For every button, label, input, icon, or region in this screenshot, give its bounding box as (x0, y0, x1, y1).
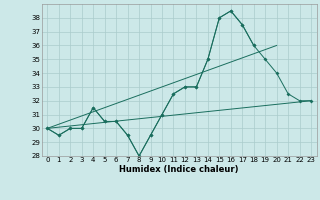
X-axis label: Humidex (Indice chaleur): Humidex (Indice chaleur) (119, 165, 239, 174)
